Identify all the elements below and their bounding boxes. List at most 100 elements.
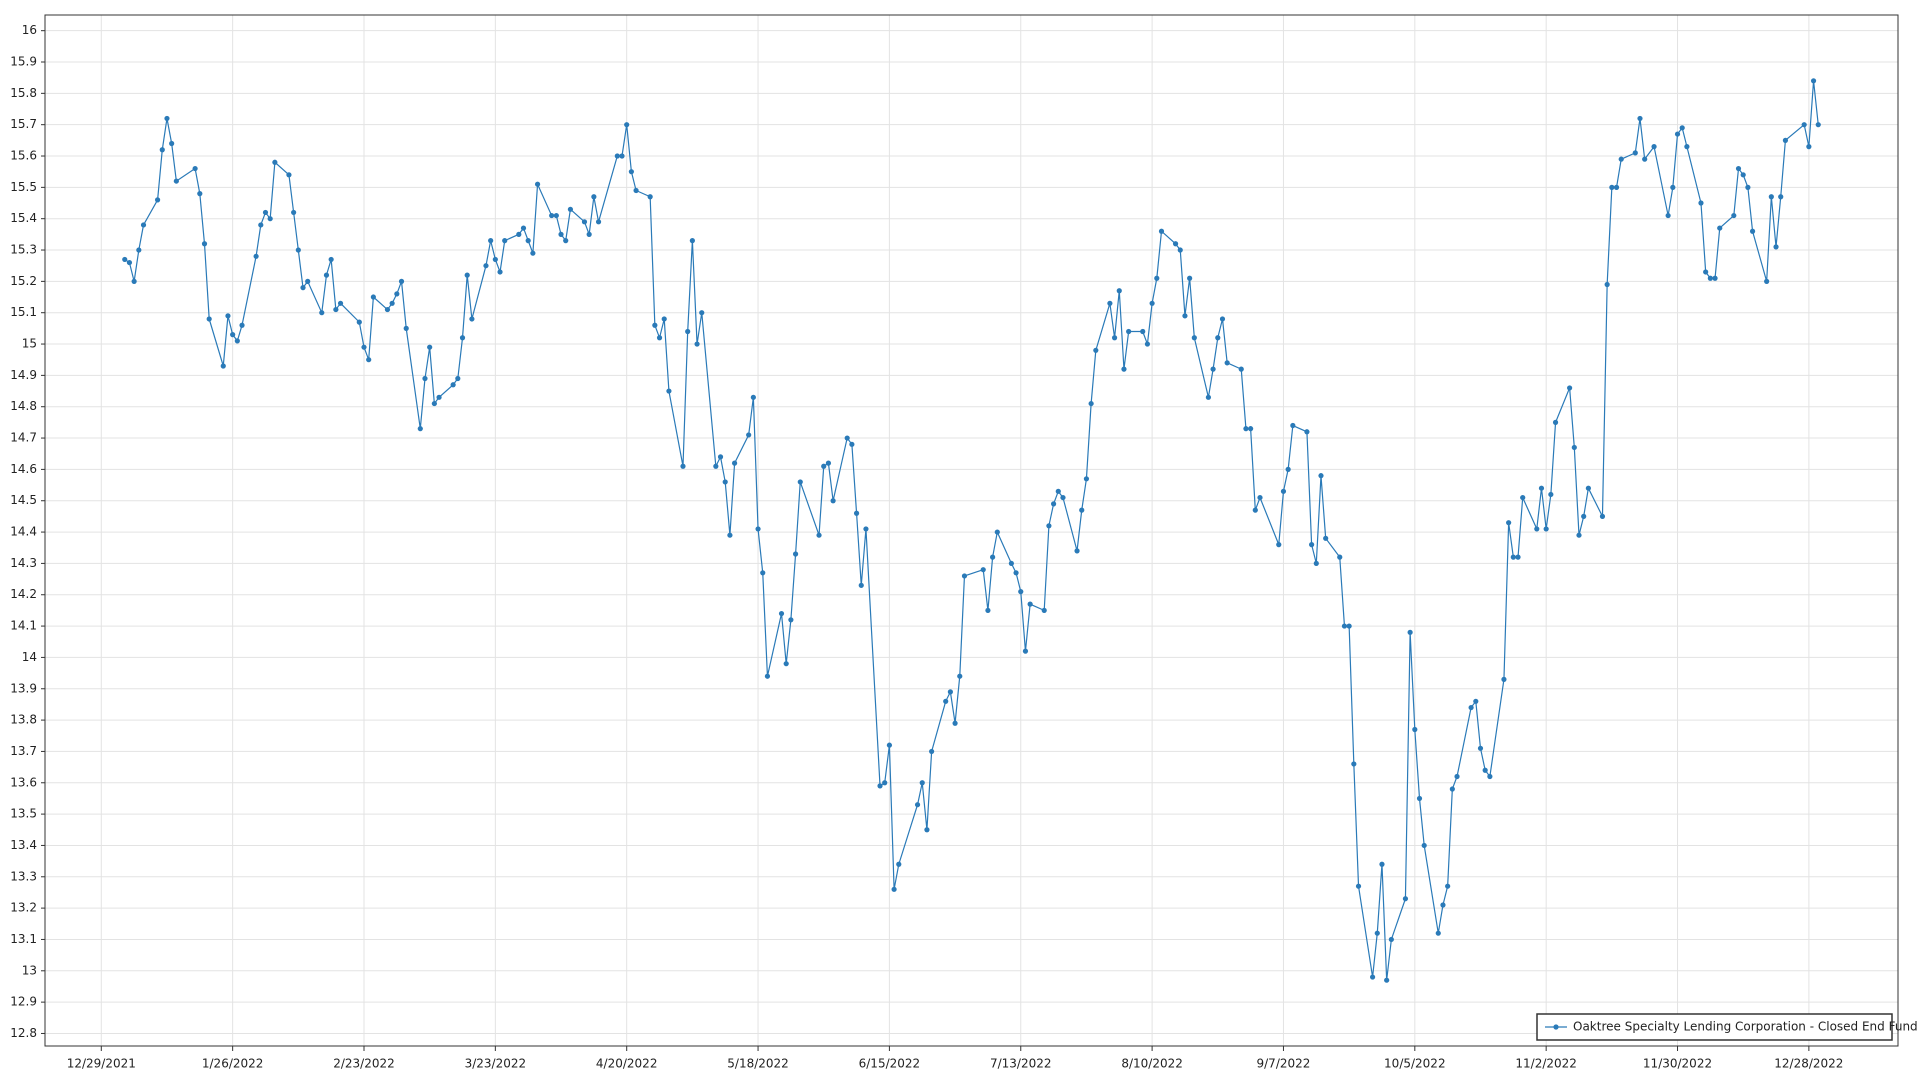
data-point (1379, 861, 1385, 867)
x-tick-label: 4/20/2022 (596, 1057, 658, 1071)
data-point (821, 463, 827, 469)
data-point (1083, 476, 1090, 482)
data-point (361, 344, 367, 350)
data-point (961, 573, 968, 579)
data-point (731, 460, 738, 466)
data-point (262, 209, 269, 216)
data-point (1599, 513, 1606, 519)
data-point (567, 206, 574, 212)
data-point (1008, 560, 1014, 567)
y-tick-label: 14.1 (10, 619, 37, 633)
data-point (1215, 335, 1221, 341)
y-tick-label: 15.1 (10, 305, 37, 319)
data-point (122, 256, 128, 263)
data-point (333, 306, 339, 313)
data-point (1445, 883, 1451, 889)
data-point (1510, 554, 1516, 560)
data-point (1290, 422, 1296, 429)
data-point (792, 551, 799, 557)
y-tick-label: 15.8 (10, 86, 37, 100)
data-point (558, 231, 564, 237)
data-point (656, 335, 663, 341)
data-point (450, 382, 456, 388)
data-point (1801, 122, 1807, 128)
data-point (591, 194, 597, 200)
data-point (1187, 275, 1193, 281)
data-point (389, 300, 395, 306)
y-tick-label: 13.5 (10, 807, 37, 821)
data-point (1440, 902, 1446, 908)
data-point (1538, 485, 1545, 491)
data-point (403, 325, 409, 331)
data-point (1369, 974, 1376, 980)
data-point (750, 394, 756, 400)
data-point (1412, 726, 1418, 733)
data-point (689, 238, 695, 244)
y-tick-label: 15.2 (10, 274, 37, 288)
data-point (1346, 623, 1352, 629)
data-point (1416, 795, 1423, 802)
data-point (882, 780, 888, 786)
data-point (1243, 426, 1249, 432)
data-point (1618, 156, 1624, 162)
data-point (469, 316, 475, 322)
data-point (1506, 520, 1512, 526)
data-point (1515, 554, 1521, 560)
data-point (896, 861, 902, 867)
data-point (563, 238, 569, 244)
data-point (384, 306, 391, 313)
data-point (764, 673, 771, 679)
data-point (1745, 184, 1751, 190)
data-point (239, 322, 245, 328)
data-point (863, 526, 869, 532)
data-point (1172, 241, 1179, 247)
data-point (1205, 394, 1212, 400)
data-point (422, 375, 428, 382)
data-point (1022, 648, 1029, 654)
data-point (1309, 542, 1315, 548)
data-point (356, 319, 362, 325)
data-point (516, 231, 522, 237)
data-point (328, 256, 334, 263)
data-point (436, 394, 442, 400)
x-tick-label: 11/30/2022 (1643, 1057, 1712, 1071)
data-point (624, 122, 630, 128)
data-point (722, 479, 728, 485)
data-point (398, 278, 405, 284)
y-tick-label: 14.5 (10, 493, 37, 507)
data-point (1571, 444, 1577, 451)
data-point (760, 570, 766, 576)
data-point (985, 607, 991, 614)
data-point (994, 529, 1000, 535)
data-point (1637, 115, 1643, 122)
y-tick-label: 13.8 (10, 713, 37, 727)
data-point (1684, 144, 1690, 150)
data-point (1548, 491, 1554, 498)
data-point (666, 388, 672, 394)
data-point (1613, 184, 1620, 190)
data-point (1815, 122, 1821, 128)
y-tick-label: 13.6 (10, 775, 37, 789)
data-point (1149, 300, 1155, 306)
data-point (1778, 194, 1784, 200)
data-point (1018, 589, 1024, 595)
data-point (267, 216, 273, 222)
data-point (1182, 313, 1188, 319)
data-point (1388, 936, 1394, 943)
data-point (1609, 184, 1615, 190)
x-tick-label: 11/2/2022 (1515, 1057, 1577, 1071)
data-point (1552, 419, 1559, 425)
data-point (286, 172, 292, 178)
x-tick-label: 9/7/2022 (1257, 1057, 1311, 1071)
data-point (1477, 745, 1484, 751)
data-point (713, 463, 719, 469)
data-point (1046, 523, 1052, 529)
data-point (1248, 426, 1254, 432)
data-point (746, 432, 752, 438)
data-point (595, 219, 602, 225)
data-point (1351, 761, 1357, 767)
data-point (1782, 137, 1789, 143)
x-tick-label: 7/13/2022 (990, 1057, 1052, 1071)
data-point (272, 159, 278, 165)
